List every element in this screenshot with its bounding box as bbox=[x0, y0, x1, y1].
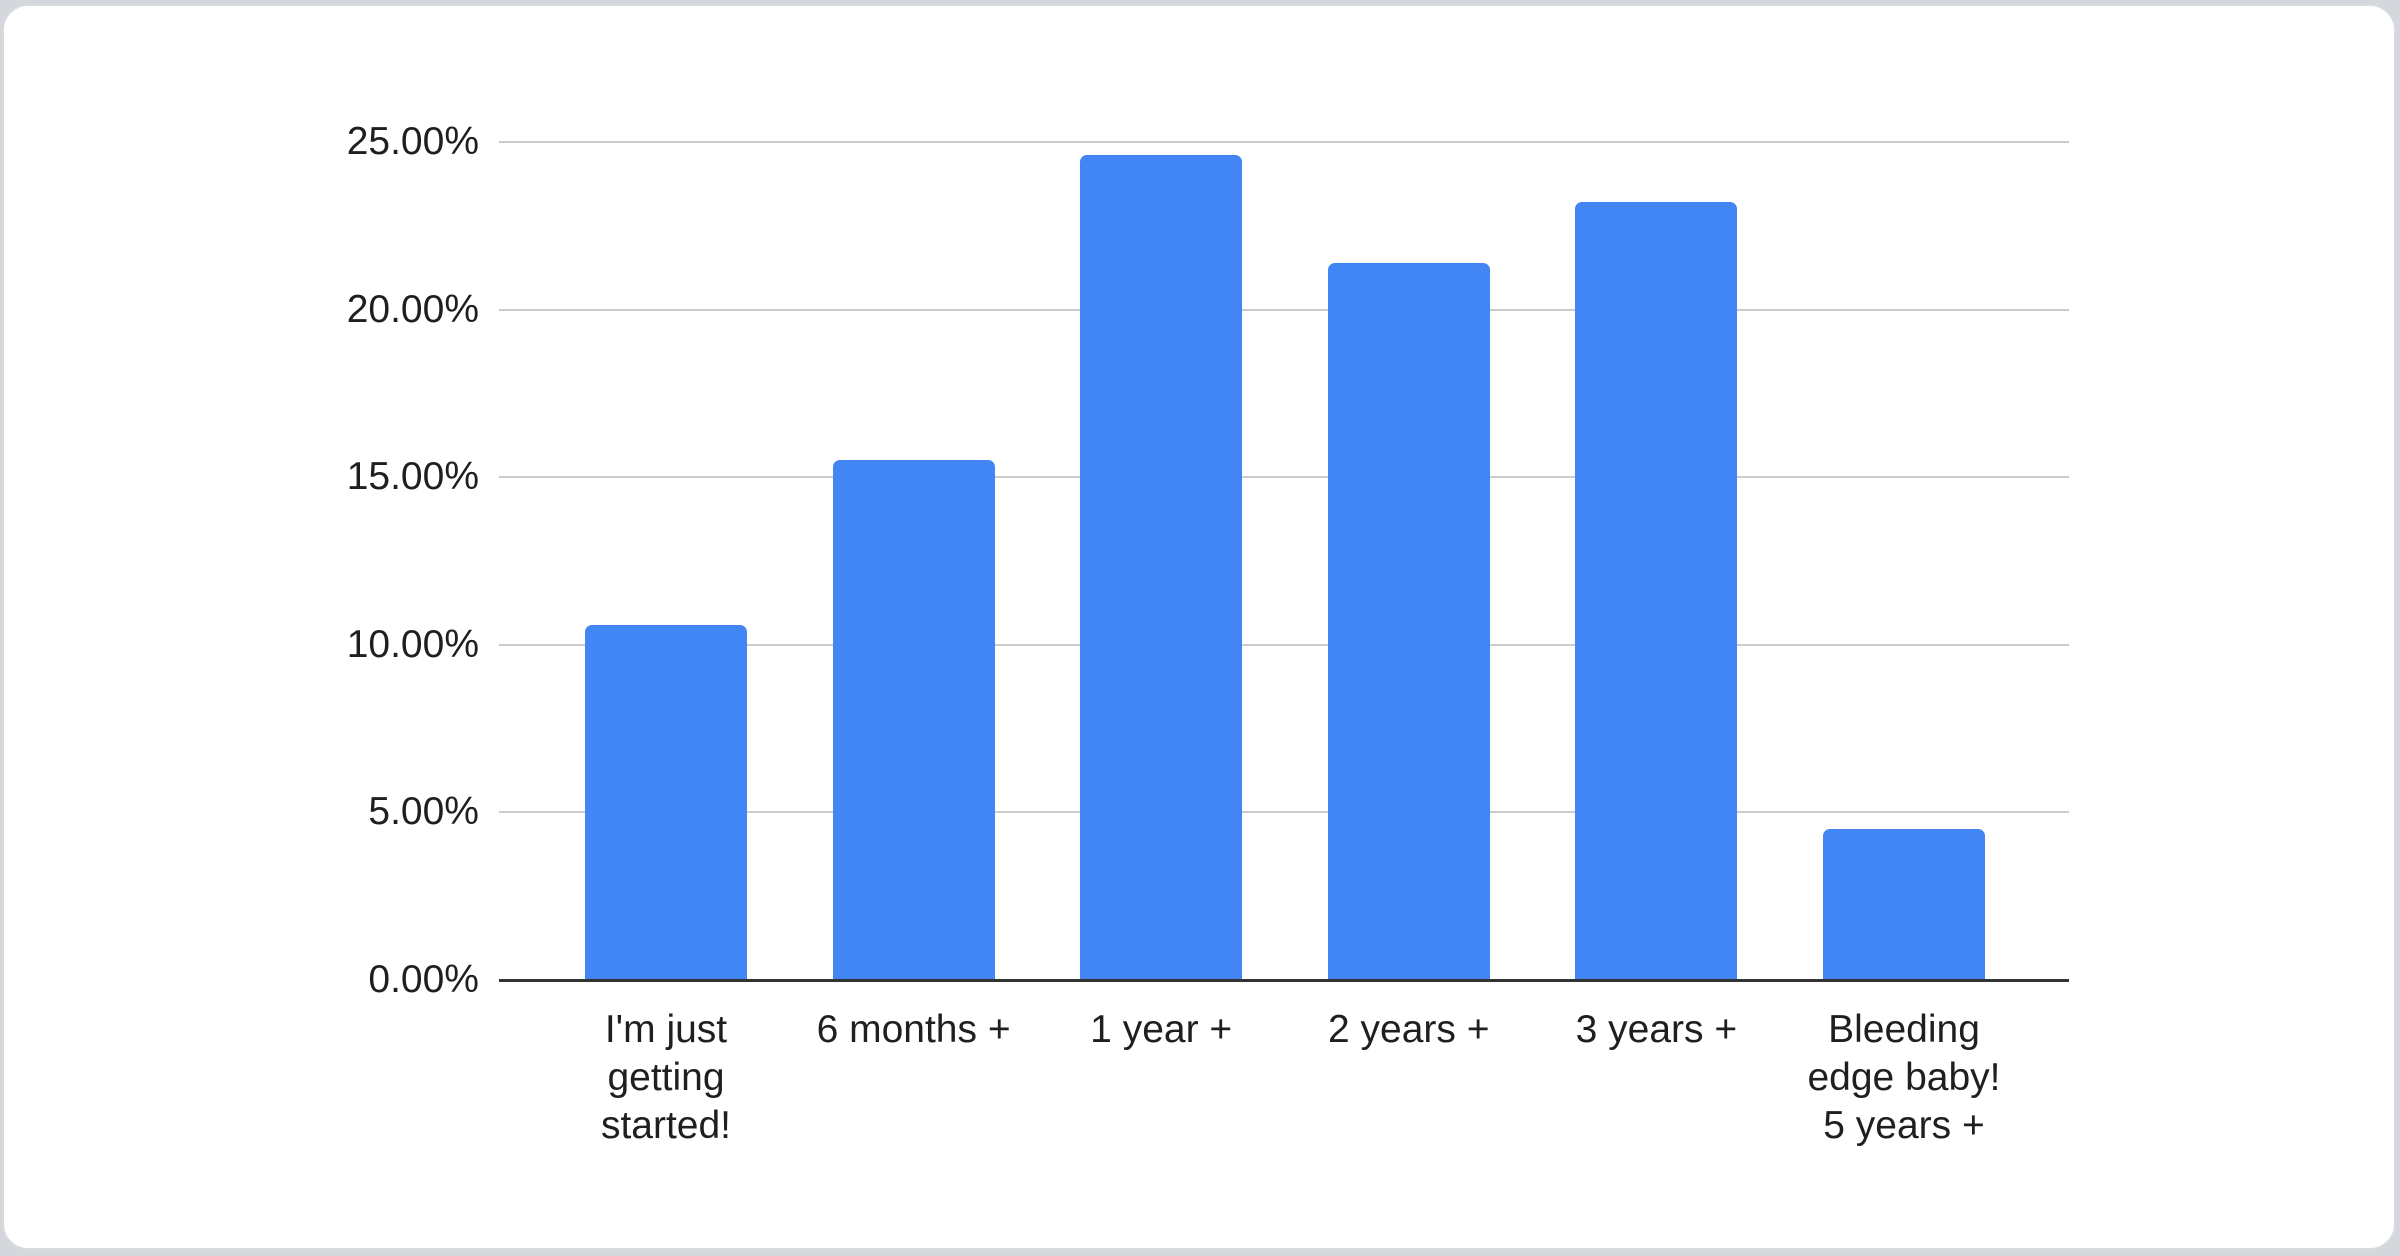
gridline bbox=[499, 811, 2069, 814]
value-axis-tick-label: 0.00% bbox=[368, 958, 479, 1001]
bar[interactable] bbox=[1327, 262, 1490, 980]
category-axis-label: Bleeding edge baby! 5 years + bbox=[1807, 1008, 2001, 1147]
category-axis-label: 6 months + bbox=[816, 1008, 1011, 1051]
value-axis-tick-label: 10.00% bbox=[346, 622, 479, 666]
value-axis-tick-label: 15.00% bbox=[346, 455, 479, 499]
category-axis-label: 3 years + bbox=[1575, 1008, 1738, 1051]
gridline bbox=[499, 476, 2069, 479]
value-axis-tick-label: 20.00% bbox=[346, 287, 479, 331]
gridline bbox=[499, 308, 2069, 311]
gridline bbox=[499, 141, 2069, 143]
value-axis-tick-label: 5.00% bbox=[368, 790, 479, 834]
chart-card: 0.00% 5.00% 10.00% 15.00% 20.00% 25.00% I'm ju… bbox=[2, 4, 2396, 1250]
x-axis-line bbox=[499, 979, 2069, 982]
gridline bbox=[499, 643, 2069, 646]
category-axis-label: I'm just getting started! bbox=[600, 1008, 732, 1147]
bar[interactable] bbox=[1080, 155, 1243, 980]
bar[interactable] bbox=[1823, 829, 1985, 980]
bar[interactable] bbox=[585, 624, 747, 980]
category-axis-label: 2 years + bbox=[1328, 1008, 1490, 1051]
bar[interactable] bbox=[832, 460, 995, 980]
bar-chart: 0.00% 5.00% 10.00% 15.00% 20.00% 25.00% I'm ju… bbox=[4, 6, 2394, 1248]
value-axis-tick-label: 25.00% bbox=[346, 120, 479, 163]
bar[interactable] bbox=[1575, 202, 1738, 980]
category-axis-label: 1 year + bbox=[1090, 1008, 1233, 1051]
